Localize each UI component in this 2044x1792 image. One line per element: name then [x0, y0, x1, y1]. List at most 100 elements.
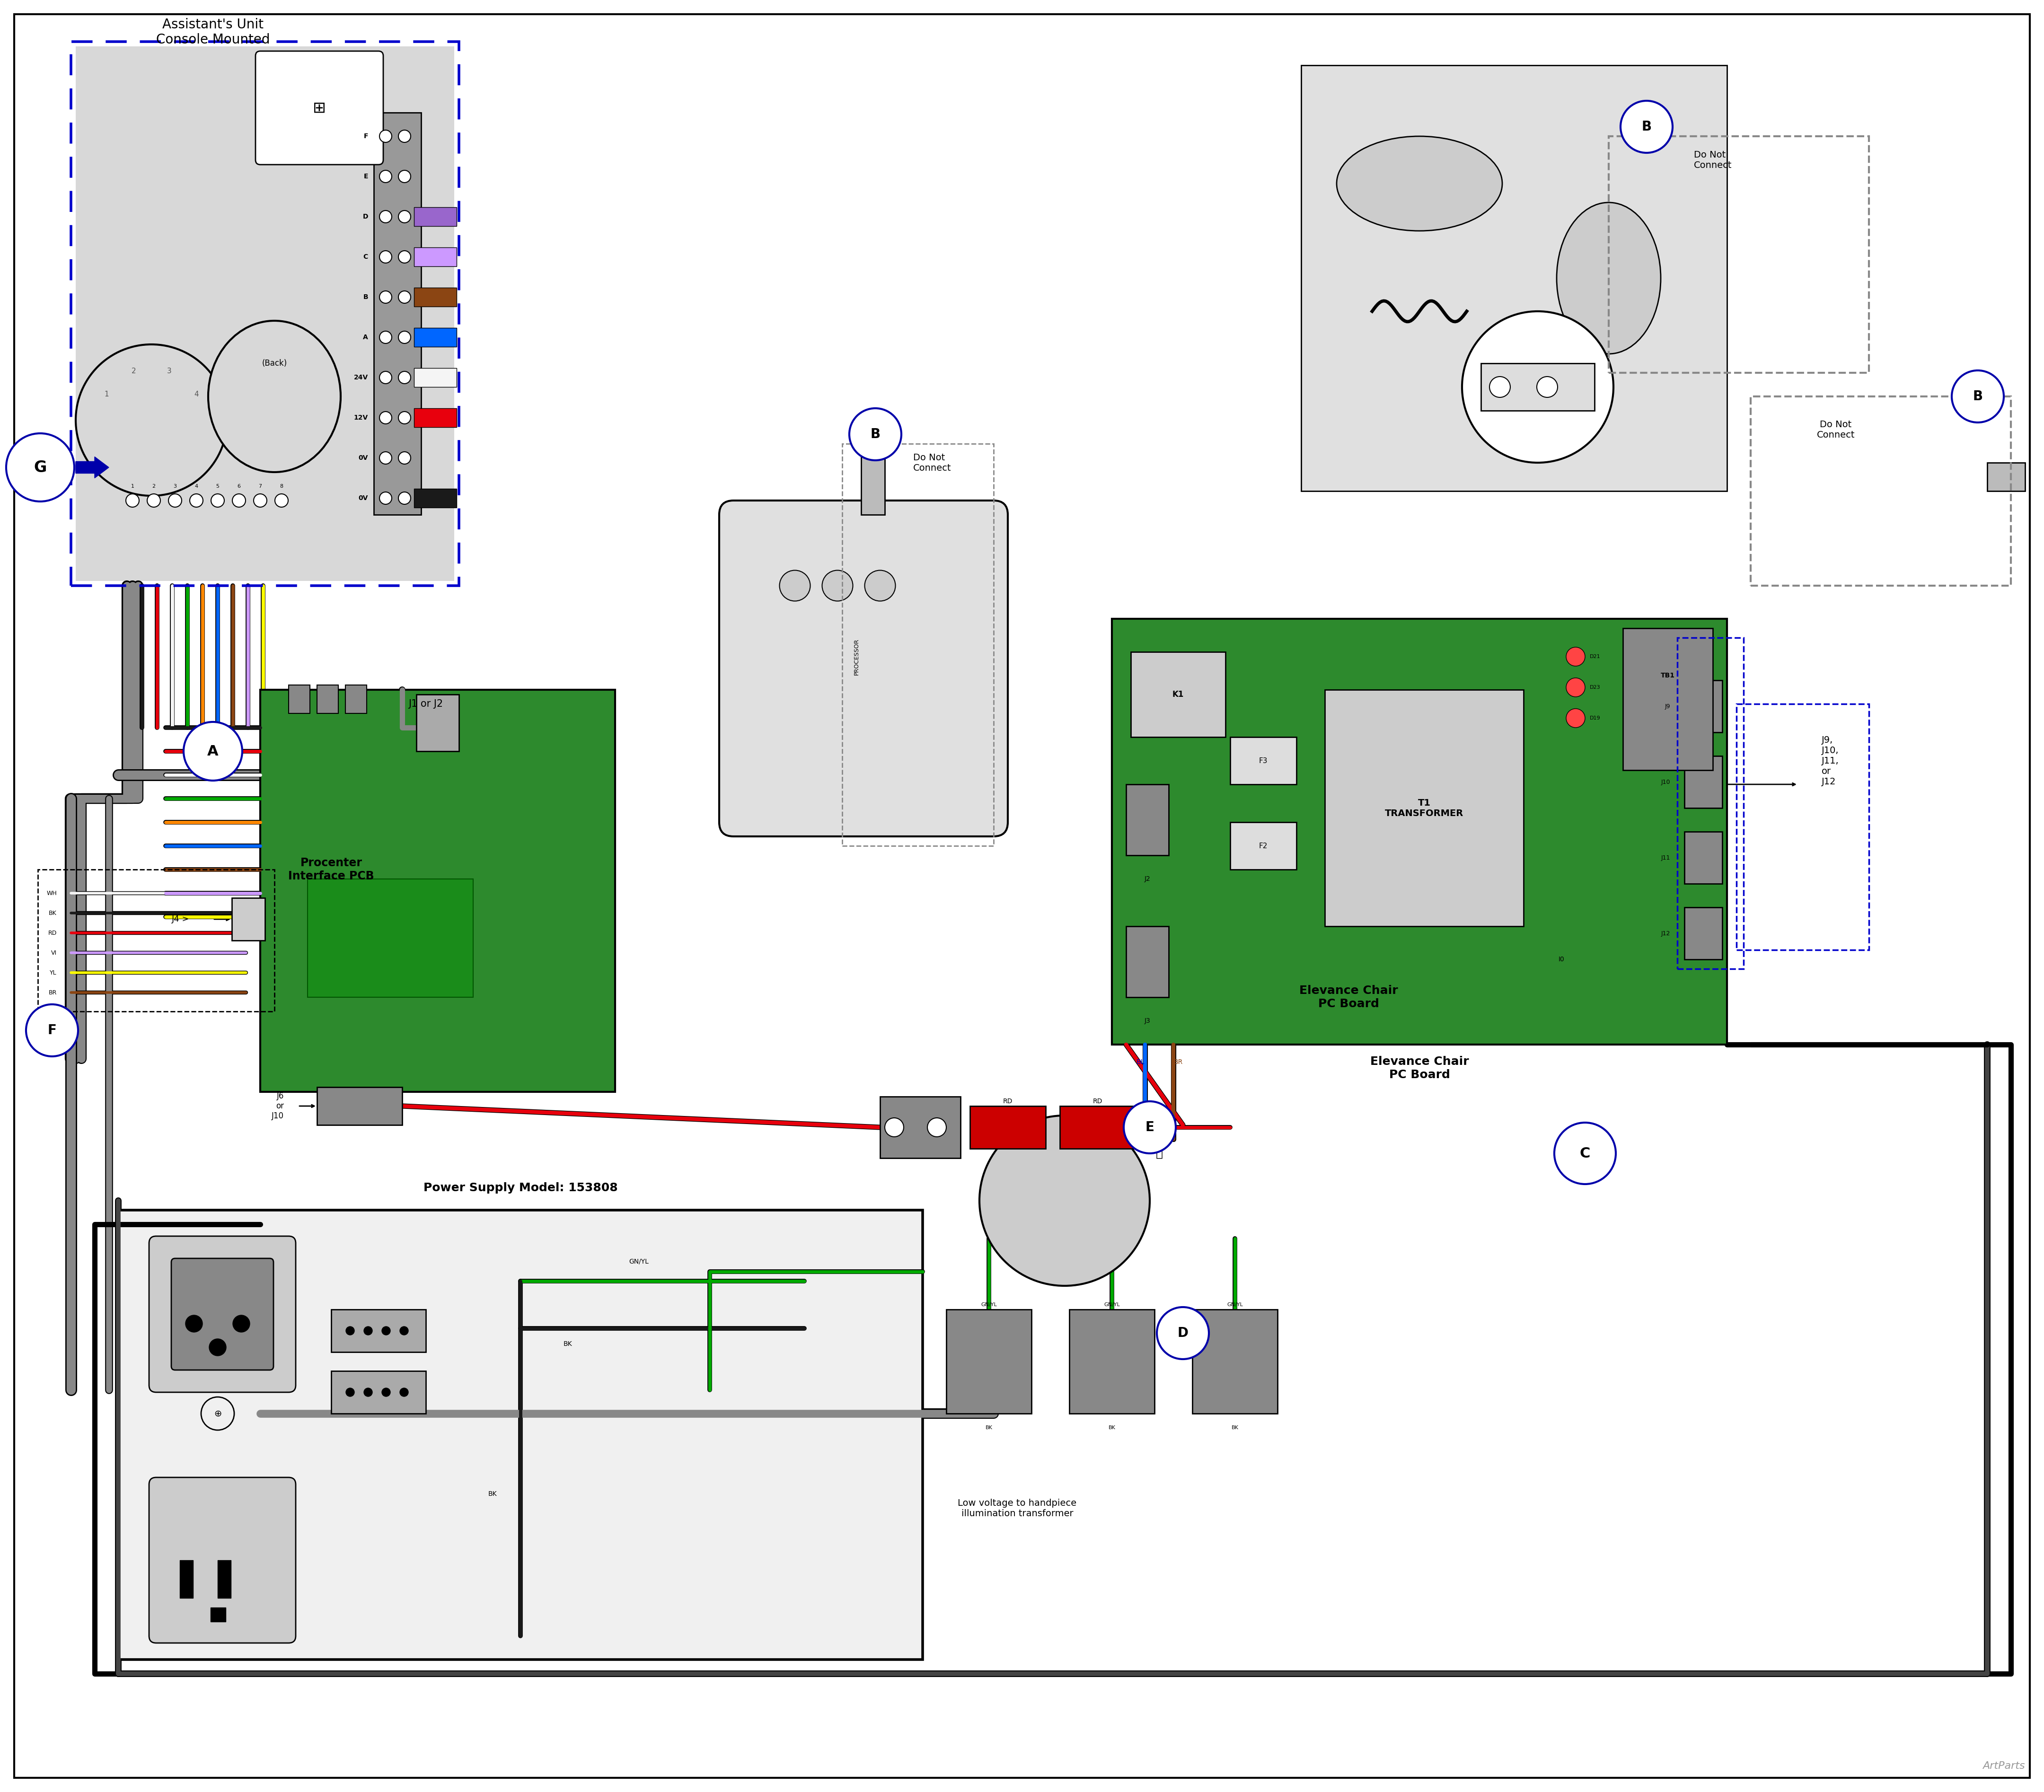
Circle shape — [380, 170, 392, 183]
Text: J6
or
J10: J6 or J10 — [272, 1091, 284, 1120]
Bar — [946, 1310, 1032, 1414]
Circle shape — [885, 1118, 903, 1136]
Text: E: E — [364, 174, 368, 179]
Circle shape — [233, 1315, 249, 1331]
Bar — [345, 685, 366, 713]
Circle shape — [345, 1326, 354, 1335]
Text: BK: BK — [985, 1425, 993, 1430]
Circle shape — [380, 332, 392, 344]
Bar — [1061, 1106, 1136, 1149]
Circle shape — [401, 1389, 409, 1396]
Circle shape — [399, 251, 411, 263]
Circle shape — [168, 495, 182, 507]
FancyBboxPatch shape — [149, 1236, 296, 1392]
Bar — [861, 419, 885, 514]
Circle shape — [399, 290, 411, 303]
Text: D: D — [1177, 1326, 1188, 1340]
Bar — [415, 247, 456, 267]
Bar — [1684, 681, 1723, 733]
Circle shape — [345, 1389, 354, 1396]
Circle shape — [1461, 312, 1613, 462]
Bar — [180, 1561, 192, 1598]
Text: D21: D21 — [1590, 654, 1600, 659]
Ellipse shape — [822, 570, 852, 600]
Text: T1
TRANSFORMER: T1 TRANSFORMER — [1386, 797, 1464, 817]
Circle shape — [27, 1004, 78, 1055]
Text: A: A — [206, 744, 219, 758]
Bar — [1737, 704, 1868, 950]
Text: I0: I0 — [1558, 957, 1564, 962]
Text: F3: F3 — [1259, 758, 1267, 763]
Text: 1: 1 — [104, 391, 108, 398]
Text: 8: 8 — [280, 484, 284, 489]
Text: A: A — [364, 333, 368, 340]
Text: D19: D19 — [1590, 715, 1600, 720]
Bar — [231, 898, 266, 941]
Bar — [1684, 831, 1723, 883]
Circle shape — [399, 452, 411, 464]
Text: 0V: 0V — [358, 495, 368, 502]
Circle shape — [380, 131, 392, 142]
Bar — [331, 1310, 425, 1351]
Bar — [76, 47, 454, 581]
Bar — [1482, 364, 1594, 410]
Text: RD: RD — [49, 930, 57, 935]
Ellipse shape — [1558, 202, 1660, 353]
Ellipse shape — [1337, 136, 1502, 231]
Bar — [881, 1097, 961, 1158]
Text: J10: J10 — [1662, 780, 1670, 785]
Text: Assistant's Unit
Console Mounted: Assistant's Unit Console Mounted — [155, 18, 270, 47]
Circle shape — [127, 495, 139, 507]
Text: PROCESSOR: PROCESSOR — [852, 638, 858, 676]
Text: VI: VI — [51, 950, 57, 955]
Bar — [415, 328, 456, 348]
FancyBboxPatch shape — [256, 52, 384, 165]
Text: J4 >: J4 > — [172, 916, 190, 923]
Text: (Back): (Back) — [262, 358, 286, 367]
Text: BK: BK — [489, 1491, 497, 1498]
Text: BK: BK — [49, 910, 57, 916]
Text: 2: 2 — [131, 367, 135, 375]
Text: BK: BK — [1108, 1425, 1116, 1430]
Circle shape — [979, 1115, 1149, 1287]
Circle shape — [364, 1389, 372, 1396]
Bar — [217, 1561, 231, 1598]
Bar — [1750, 396, 2011, 586]
Bar — [1325, 690, 1523, 926]
Circle shape — [399, 493, 411, 504]
Circle shape — [147, 495, 159, 507]
Circle shape — [399, 332, 411, 344]
Text: BL: BL — [1136, 1059, 1145, 1066]
Bar — [415, 489, 456, 507]
Text: B: B — [364, 294, 368, 301]
Circle shape — [274, 495, 288, 507]
Circle shape — [382, 1389, 390, 1396]
Text: 3: 3 — [174, 484, 176, 489]
Text: J3: J3 — [1145, 1018, 1151, 1025]
FancyBboxPatch shape — [719, 500, 1008, 837]
Text: 5: 5 — [217, 484, 219, 489]
Bar — [415, 409, 456, 426]
Text: J2: J2 — [1145, 876, 1151, 882]
Bar — [1987, 462, 2026, 491]
Text: Do Not
Connect: Do Not Connect — [914, 453, 950, 473]
Text: 2: 2 — [151, 484, 155, 489]
Circle shape — [380, 493, 392, 504]
Text: 24V: 24V — [354, 375, 368, 382]
Circle shape — [380, 290, 392, 303]
Bar — [1684, 907, 1723, 959]
Bar — [1678, 638, 1744, 969]
Bar — [374, 113, 421, 514]
Text: ArtParts: ArtParts — [1983, 1762, 2026, 1770]
Bar — [1112, 618, 1727, 1045]
Text: 4: 4 — [194, 391, 198, 398]
Text: BK: BK — [1230, 1425, 1239, 1430]
Circle shape — [850, 409, 901, 461]
Ellipse shape — [779, 570, 809, 600]
Text: GN/YL: GN/YL — [981, 1303, 997, 1306]
Bar — [1130, 652, 1226, 737]
Bar — [415, 208, 456, 226]
Text: Procenter
Interface PCB: Procenter Interface PCB — [288, 857, 374, 882]
Circle shape — [1490, 376, 1511, 398]
Circle shape — [401, 1326, 409, 1335]
